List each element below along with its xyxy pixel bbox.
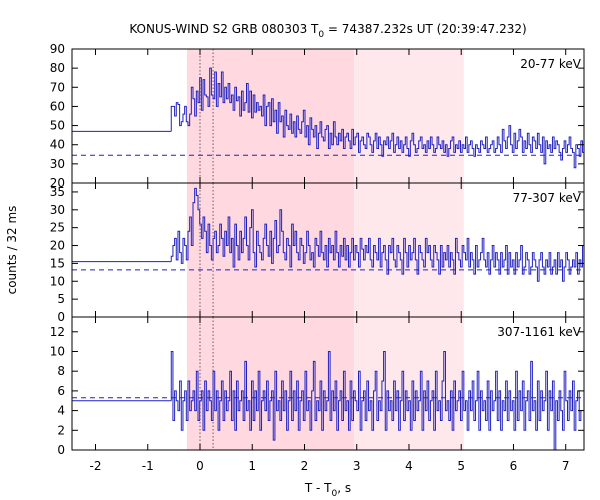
y-tick-label: 20	[50, 239, 65, 253]
light-curve-series	[170, 350, 583, 450]
energy-band-label: 20-77 keV	[520, 57, 582, 71]
x-tick-label: -2	[90, 459, 102, 473]
x-tick-label: 7	[562, 459, 570, 473]
panel-3: 0 2 4 6 8 10 12 307-1161 keV	[50, 316, 585, 457]
y-tick-label: 30	[50, 157, 65, 171]
shaded-interval-1	[186, 183, 355, 317]
y-axis-label: counts / 32 ms	[5, 206, 19, 295]
x-tick-label: 6	[510, 459, 518, 473]
y-tick-label: 0	[57, 443, 65, 457]
x-tick-label: 2	[301, 459, 309, 473]
y-tick-label: 60	[50, 99, 65, 113]
x-tick-label: -1	[142, 459, 154, 473]
shaded-interval-1	[186, 317, 355, 450]
y-tick-label: 20	[50, 176, 65, 190]
y-tick-label: 12	[50, 325, 65, 339]
panel-1: 20 30 40 50 60 70 80 90 20-77 keV	[50, 42, 585, 190]
x-tick-label: 0	[196, 459, 204, 473]
panel-frame	[71, 316, 585, 451]
y-tick-label: 80	[50, 61, 65, 75]
x-tick-label: 5	[457, 459, 465, 473]
light-curve-series	[170, 67, 584, 169]
x-tick-label: 4	[405, 459, 413, 473]
x-tick-label: 3	[353, 459, 361, 473]
y-tick-label: 5	[57, 292, 65, 306]
shaded-interval-2	[354, 317, 464, 450]
y-tick-label: 15	[50, 256, 65, 270]
y-tick-label: 4	[57, 404, 65, 418]
energy-band-label: 77-307 keV	[513, 191, 582, 205]
y-tick-label: 90	[50, 42, 65, 56]
shaded-interval-2	[354, 49, 464, 183]
y-tick-label: 0	[57, 310, 65, 324]
energy-band-label: 307-1161 keV	[497, 325, 581, 339]
y-tick-label: 50	[50, 119, 65, 133]
y-tick-label: 2	[57, 423, 65, 437]
y-tick-label: 25	[50, 221, 65, 235]
y-tick-label: 10	[50, 274, 65, 288]
y-tick-label: 30	[50, 203, 65, 217]
y-tick-label: 8	[57, 364, 65, 378]
x-tick-label: 1	[248, 459, 256, 473]
y-tick-label: 6	[57, 384, 65, 398]
y-tick-label: 35	[50, 185, 65, 199]
y-tick-label: 40	[50, 138, 65, 152]
y-tick-label: 10	[50, 344, 65, 358]
x-axis-label: T - T0, s	[304, 481, 351, 499]
panel-2: 0 5 10 15 20 25 30 35 77-307 keV	[50, 182, 585, 324]
shaded-interval-1	[186, 49, 355, 183]
light-curve-series	[170, 187, 584, 282]
y-tick-label: 70	[50, 80, 65, 94]
figure-title: KONUS-WIND S2 GRB 080303 T0 = 74387.232s…	[129, 22, 526, 40]
